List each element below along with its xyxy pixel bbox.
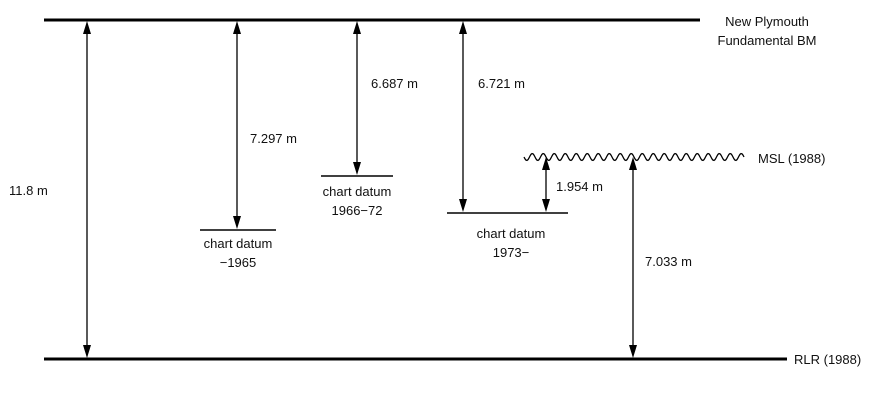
- arrow-bm-to-cd-1965: [233, 21, 241, 229]
- chart-datum-1966-72-label-line1: chart datum: [323, 184, 392, 199]
- arrow-head-up: [233, 21, 241, 34]
- measurement-bm-to-rlr: 11.8 m: [9, 183, 48, 198]
- arrow-msl-to-rlr: [629, 157, 637, 358]
- measurement-bm-to-cd-1966-72: 6.687 m: [371, 76, 418, 91]
- arrow-head-up: [353, 21, 361, 34]
- arrow-head-up: [542, 157, 550, 170]
- arrow-bm-to-cd-1966-72: [353, 21, 361, 175]
- chart-datum-1966-72-label-line2: 1966−72: [332, 203, 383, 218]
- arrow-head-down: [233, 216, 241, 229]
- msl-wavy-line: [523, 152, 745, 162]
- arrow-head-down: [83, 345, 91, 358]
- arrow-head-down: [629, 345, 637, 358]
- arrow-bm-to-rlr: [83, 21, 91, 358]
- arrow-head-down: [542, 199, 550, 212]
- measurement-bm-to-cd-1965: 7.297 m: [250, 131, 297, 146]
- chart-datum-1973-label-line1: chart datum: [477, 226, 546, 241]
- arrow-head-down: [353, 162, 361, 175]
- measurement-msl-to-rlr: 7.033 m: [645, 254, 692, 269]
- measurement-msl-to-cd-1973: 1.954 m: [556, 179, 603, 194]
- measurement-bm-to-cd-1973: 6.721 m: [478, 76, 525, 91]
- arrow-head-up: [629, 157, 637, 170]
- benchmark-label-line1: New Plymouth: [725, 14, 809, 29]
- benchmark-label-line2: Fundamental BM: [718, 33, 817, 48]
- arrow-head-up: [83, 21, 91, 34]
- chart-datum-1965-label-line1: chart datum: [204, 236, 273, 251]
- chart-datum-1973-label-line2: 1973−: [493, 245, 530, 260]
- arrow-head-down: [459, 199, 467, 212]
- arrow-bm-to-cd-1973: [459, 21, 467, 212]
- arrow-head-up: [459, 21, 467, 34]
- rlr-label: RLR (1988): [794, 352, 861, 367]
- msl-label: MSL (1988): [758, 151, 825, 166]
- chart-datum-1965-label-line2: −1965: [220, 255, 257, 270]
- arrow-msl-to-cd-1973: [542, 157, 550, 212]
